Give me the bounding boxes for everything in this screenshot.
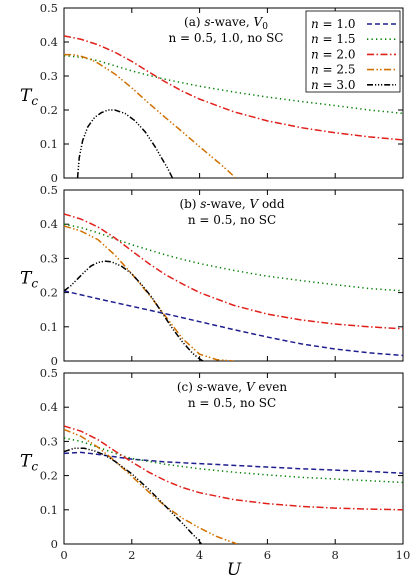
x-tick-label: 8 [332, 548, 339, 562]
y-tick-label: 0.1 [40, 137, 58, 151]
y-axis-label: Tc [20, 269, 38, 291]
y-tick-label: 0 [51, 537, 58, 551]
legend-entry-label: n = 2.5 [311, 63, 356, 77]
y-tick-label: 0.5 [40, 366, 58, 380]
series-line-2-5 [64, 53, 236, 178]
panel-frame [63, 7, 404, 179]
x-axis-label: U [227, 560, 242, 580]
y-tick-label: 0.4 [40, 217, 58, 231]
y-tick-label: 0.1 [40, 503, 58, 517]
y-tick-label: 0.2 [40, 286, 58, 300]
series-line-3-0 [64, 260, 204, 361]
y-tick-label: 0.3 [40, 434, 58, 448]
panel-b: 0 0.1 0.2 0.3 0.4 0.5 Tc (b) s-wave, V odd n = 0… [20, 183, 404, 368]
series-line-2-0 [64, 425, 403, 511]
panel-annotation-line2: n = 0.5, no SC [188, 213, 276, 227]
y-tick-label: 0.5 [40, 1, 58, 15]
series-line-1-5 [64, 437, 403, 484]
series-group [64, 213, 403, 361]
y-tick-label: 0.1 [40, 320, 58, 334]
series-line-3-0 [76, 109, 174, 178]
series-line-3-0 [64, 447, 202, 544]
legend-entry-label: n = 1.0 [311, 17, 356, 31]
y-axis-label: Tc [20, 452, 38, 474]
y-tick-label: 0 [51, 171, 58, 185]
y-tick-label: 0 [51, 354, 58, 368]
panel-c: 0 0.1 0.2 0.3 0.4 0.5 0 2 4 6 8 10 Tc (c) s-wave, V e… [20, 366, 410, 562]
x-tick-label: 0 [60, 548, 67, 562]
series-line-2-0 [64, 35, 403, 141]
panel-annotation-line1: (b) s-wave, V odd [179, 197, 284, 211]
y-tick-label: 0.3 [40, 69, 58, 83]
y-tick-label: 0.4 [40, 35, 58, 49]
series-line-1-5 [64, 54, 403, 115]
y-tick-label: 0.3 [40, 251, 58, 265]
panel-frame [63, 372, 404, 545]
panel-annotation-line2: n = 0.5, 1.0, no SC [168, 31, 283, 45]
y-tick-label: 0.4 [40, 400, 58, 414]
series-group [64, 35, 403, 178]
x-tick-label: 6 [264, 548, 271, 562]
x-tick-label: 2 [128, 548, 135, 562]
legend-entry-label: n = 2.0 [311, 47, 356, 61]
panel-a: 0 0.1 0.2 0.3 0.4 0.5 Tc (a) s-wave, V0n = 0.5,… [20, 1, 404, 185]
series-line-1-5 [64, 223, 403, 292]
series-line-2-0 [64, 213, 403, 330]
series-group [64, 425, 403, 544]
panel-annotation-line2: n = 0.5, no SC [188, 396, 276, 410]
x-tick-label: 4 [196, 548, 203, 562]
y-tick-label: 0.5 [40, 183, 58, 197]
legend-entry-label: n = 1.5 [311, 32, 356, 46]
legend-entry-label: n = 3.0 [311, 78, 356, 92]
series-line-1-0 [64, 290, 403, 357]
y-tick-label: 0.2 [40, 103, 58, 117]
y-tick-label: 0.2 [40, 469, 58, 483]
series-line-1-0 [64, 451, 403, 474]
legend: n = 1.0n = 1.5n = 2.0 n = 2.5n = 3.0 [305, 10, 401, 93]
x-tick-label: 10 [396, 548, 411, 562]
panel-annotation-line1: (a) s-wave, V0 [184, 15, 268, 32]
y-axis-label: Tc [20, 86, 38, 108]
panel-annotation-line1: (c) s-wave, V even [177, 380, 288, 394]
series-line-2-5 [64, 428, 238, 544]
